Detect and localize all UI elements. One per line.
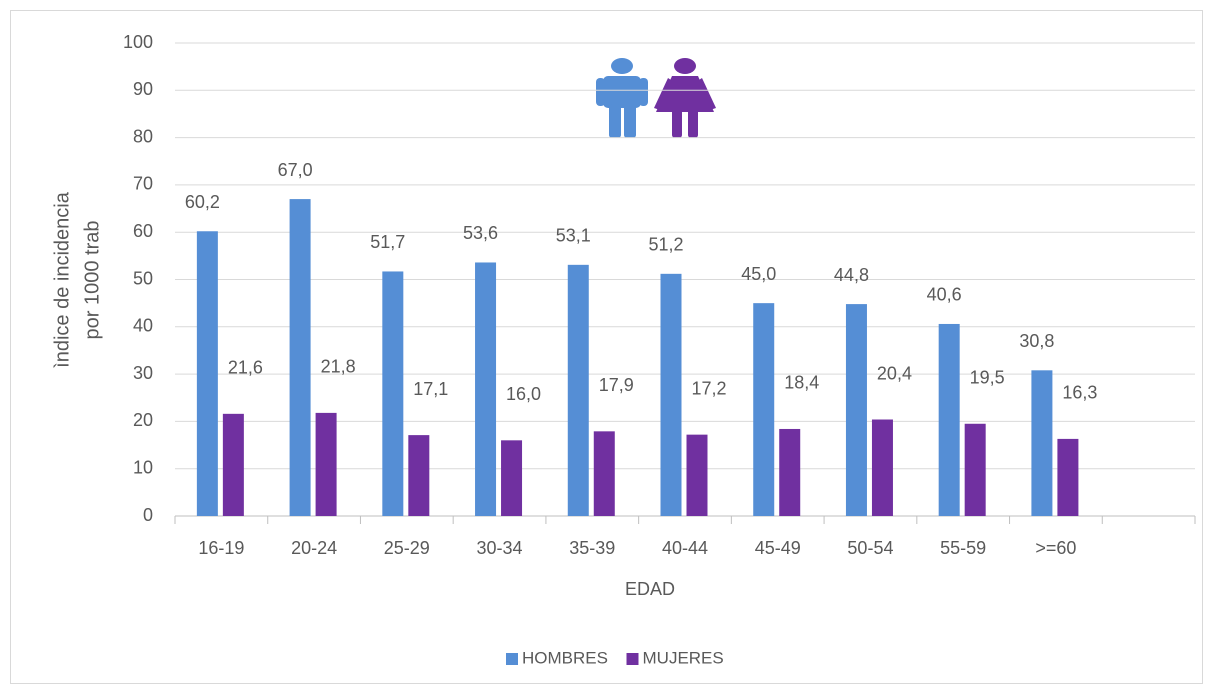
x-tick-label: 55-59 bbox=[940, 538, 986, 558]
data-label: 18,4 bbox=[784, 373, 819, 393]
y-axis-title: por 1000 trab bbox=[81, 221, 103, 340]
data-label: 51,2 bbox=[648, 235, 683, 255]
bar bbox=[779, 428, 801, 516]
legend-swatch bbox=[626, 653, 639, 665]
data-label: 44,8 bbox=[834, 265, 869, 285]
y-tick-label: 30 bbox=[133, 363, 153, 383]
x-tick-label: 25-29 bbox=[384, 538, 430, 558]
bar bbox=[475, 262, 497, 516]
data-label: 16,0 bbox=[506, 384, 541, 404]
x-tick-label: 50-54 bbox=[847, 538, 893, 558]
data-label: 53,6 bbox=[463, 223, 498, 243]
y-tick-label: 90 bbox=[133, 79, 153, 99]
legend-swatch bbox=[506, 653, 518, 665]
legend-label: HOMBRES bbox=[522, 648, 608, 667]
x-tick-label: 30-34 bbox=[477, 538, 523, 558]
data-label: 51,7 bbox=[370, 232, 405, 252]
x-tick-label: 35-39 bbox=[569, 538, 615, 558]
x-axis-title: EDAD bbox=[625, 579, 675, 599]
bar bbox=[1057, 438, 1079, 516]
bar bbox=[964, 423, 986, 516]
data-label: 45,0 bbox=[741, 264, 776, 284]
bar bbox=[382, 271, 404, 516]
data-label: 17,1 bbox=[413, 379, 448, 399]
bar bbox=[845, 304, 867, 516]
bar bbox=[686, 434, 708, 516]
bar bbox=[938, 323, 960, 516]
x-tick-label: 40-44 bbox=[662, 538, 708, 558]
bar bbox=[593, 431, 615, 516]
data-label: 16,3 bbox=[1062, 383, 1097, 403]
bar bbox=[1031, 370, 1053, 516]
y-axis-title: ìndice de incidencia bbox=[51, 191, 73, 368]
y-tick-label: 40 bbox=[133, 316, 153, 336]
bar bbox=[289, 199, 311, 516]
bar bbox=[196, 231, 218, 516]
y-tick-label: 50 bbox=[133, 268, 153, 288]
y-tick-label: 60 bbox=[133, 221, 153, 241]
data-label: 60,2 bbox=[185, 192, 220, 212]
data-label: 19,5 bbox=[970, 368, 1005, 388]
bar bbox=[408, 435, 430, 516]
x-tick-label: 16-19 bbox=[198, 538, 244, 558]
data-label: 21,6 bbox=[228, 358, 263, 378]
y-tick-label: 10 bbox=[133, 457, 153, 477]
data-label: 40,6 bbox=[927, 285, 962, 305]
y-tick-label: 0 bbox=[143, 505, 153, 525]
data-label: 67,0 bbox=[278, 160, 313, 180]
x-tick-label: >=60 bbox=[1035, 538, 1076, 558]
x-tick-label: 45-49 bbox=[755, 538, 801, 558]
bar bbox=[315, 412, 337, 516]
data-label: 53,1 bbox=[556, 226, 591, 246]
bar bbox=[660, 273, 682, 516]
x-tick-label: 20-24 bbox=[291, 538, 337, 558]
bar bbox=[871, 419, 893, 516]
data-label: 20,4 bbox=[877, 363, 912, 383]
people-icon bbox=[596, 58, 716, 138]
y-tick-label: 80 bbox=[133, 126, 153, 146]
y-tick-label: 20 bbox=[133, 410, 153, 430]
bar bbox=[753, 303, 775, 516]
bar bbox=[501, 440, 523, 516]
data-label: 21,8 bbox=[321, 357, 356, 377]
data-label: 30,8 bbox=[1019, 331, 1054, 351]
data-label: 17,9 bbox=[599, 375, 634, 395]
legend-label: MUJERES bbox=[643, 648, 724, 667]
y-tick-label: 100 bbox=[123, 32, 153, 52]
data-label: 17,2 bbox=[691, 378, 726, 398]
bar bbox=[567, 264, 589, 516]
y-tick-label: 70 bbox=[133, 174, 153, 194]
bar bbox=[222, 413, 244, 516]
